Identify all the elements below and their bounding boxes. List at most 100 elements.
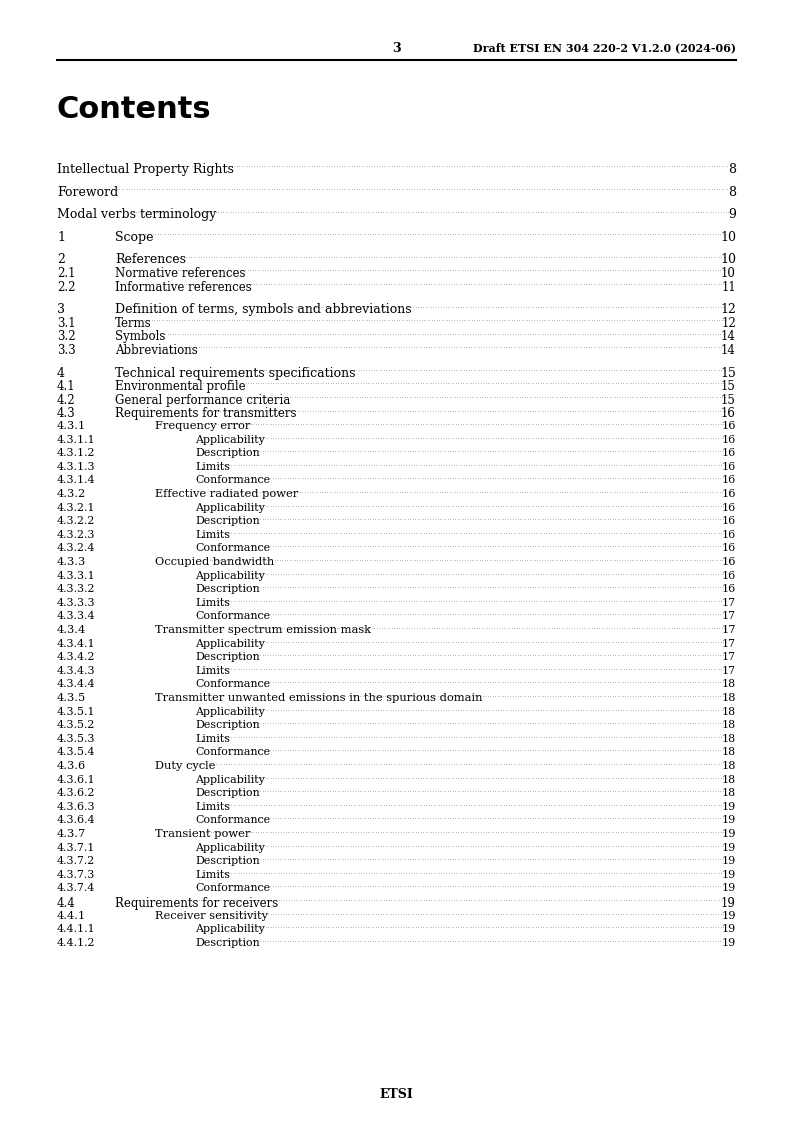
Point	[271, 606, 284, 624]
Point	[239, 524, 252, 542]
Point	[250, 497, 262, 515]
Point	[282, 715, 294, 733]
Point	[709, 324, 722, 342]
Point	[234, 742, 247, 760]
Point	[235, 700, 247, 718]
Point	[615, 157, 628, 175]
Point	[381, 261, 394, 279]
Point	[669, 687, 682, 705]
Point	[713, 157, 726, 175]
Point	[592, 564, 605, 582]
Point	[482, 497, 495, 515]
Point	[324, 891, 337, 909]
Point	[511, 850, 524, 868]
Point	[584, 429, 597, 447]
Point	[487, 700, 500, 718]
Point	[637, 809, 649, 827]
Point	[352, 728, 365, 746]
Point	[707, 742, 719, 760]
Point	[322, 415, 335, 433]
Point	[328, 524, 340, 542]
Point	[669, 497, 682, 515]
Point	[297, 564, 310, 582]
Point	[651, 877, 664, 895]
Point	[632, 524, 645, 542]
Point	[162, 324, 174, 342]
Point	[312, 203, 324, 221]
Point	[528, 551, 541, 569]
Point	[437, 324, 450, 342]
Point	[525, 769, 538, 787]
Point	[297, 918, 310, 936]
Point	[255, 891, 267, 909]
Point	[682, 297, 695, 315]
Point	[242, 795, 255, 813]
Point	[472, 429, 485, 447]
Point	[274, 782, 286, 800]
Point	[543, 551, 556, 569]
Point	[320, 415, 332, 433]
Point	[520, 338, 533, 356]
Point	[259, 402, 271, 420]
Point	[324, 606, 336, 624]
Point	[550, 361, 563, 379]
Point	[125, 180, 138, 197]
Point	[626, 402, 639, 420]
Point	[335, 429, 347, 447]
Point	[315, 660, 328, 678]
Point	[452, 429, 465, 447]
Point	[644, 442, 657, 460]
Point	[590, 429, 603, 447]
Point	[442, 297, 454, 315]
Point	[719, 606, 732, 624]
Point	[274, 564, 287, 582]
Point	[350, 524, 362, 542]
Point	[612, 633, 625, 651]
Point	[627, 497, 640, 515]
Point	[263, 311, 276, 329]
Point	[446, 551, 458, 569]
Point	[257, 864, 270, 882]
Point	[695, 728, 707, 746]
Point	[255, 157, 268, 175]
Point	[579, 673, 592, 691]
Point	[523, 864, 535, 882]
Point	[323, 361, 335, 379]
Point	[714, 891, 727, 909]
Point	[567, 891, 580, 909]
Point	[334, 537, 347, 555]
Point	[379, 511, 392, 528]
Point	[330, 633, 343, 651]
Point	[649, 226, 661, 243]
Point	[607, 891, 620, 909]
Point	[447, 456, 460, 473]
Point	[309, 809, 322, 827]
Point	[289, 782, 301, 800]
Point	[550, 769, 562, 787]
Point	[380, 728, 393, 746]
Point	[626, 687, 639, 705]
Point	[215, 524, 228, 542]
Point	[633, 338, 646, 356]
Point	[664, 646, 676, 664]
Point	[305, 415, 317, 433]
Point	[286, 932, 299, 950]
Point	[554, 484, 566, 502]
Point	[472, 904, 485, 922]
Point	[519, 755, 532, 773]
Point	[715, 248, 728, 266]
Point	[692, 248, 705, 266]
Point	[269, 673, 282, 691]
Point	[345, 275, 358, 293]
Point	[322, 918, 335, 936]
Point	[377, 700, 390, 718]
Point	[300, 275, 312, 293]
Point	[421, 484, 434, 502]
Point	[551, 226, 564, 243]
Point	[474, 782, 487, 800]
Point	[350, 755, 362, 773]
Point	[431, 673, 444, 691]
Point	[337, 837, 350, 855]
Point	[336, 742, 349, 760]
Point	[463, 311, 476, 329]
